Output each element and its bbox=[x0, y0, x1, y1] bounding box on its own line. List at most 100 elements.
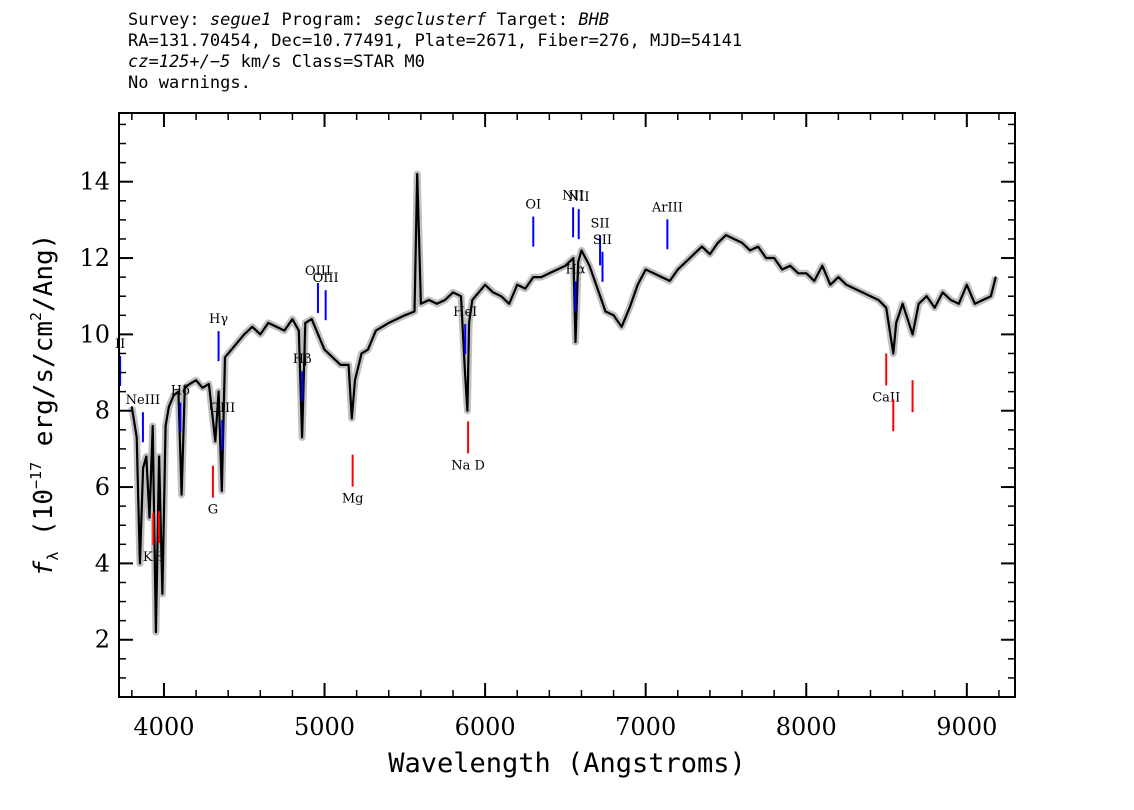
flux-point bbox=[974, 302, 976, 305]
emission-label: SII bbox=[593, 233, 612, 248]
flux-point bbox=[283, 329, 286, 332]
flux-point bbox=[508, 302, 511, 305]
y-tick-label: 12 bbox=[79, 244, 110, 272]
x-axis-label: Wavelength (Angstroms) bbox=[388, 748, 746, 779]
flux-point bbox=[183, 386, 186, 389]
flux-point bbox=[845, 283, 848, 286]
target-value: BHB bbox=[578, 10, 610, 30]
y-tick-label: 14 bbox=[79, 168, 110, 196]
flux-point bbox=[310, 318, 313, 320]
x-tick-label: 5000 bbox=[294, 713, 355, 741]
header-line-redshift: cz=125+/−5 km/s Class=STAR M0 bbox=[128, 52, 928, 73]
absorption-label: KH bbox=[143, 550, 164, 565]
flux-point bbox=[813, 280, 816, 282]
emission-label: HeI bbox=[453, 305, 477, 320]
flux-point bbox=[524, 287, 527, 290]
flux-point bbox=[892, 352, 895, 355]
flux-point bbox=[304, 322, 307, 324]
flux-point bbox=[596, 287, 599, 290]
emission-label: ArIII bbox=[651, 200, 683, 215]
x-tick-label: 9000 bbox=[936, 713, 997, 741]
x-tick-label: 6000 bbox=[455, 713, 516, 741]
flux-point bbox=[201, 386, 204, 389]
noise-band bbox=[128, 170, 1000, 636]
flux-point bbox=[158, 455, 161, 458]
y-tick-label: 2 bbox=[95, 626, 110, 654]
flux-point bbox=[214, 440, 217, 443]
y-tick-label: 6 bbox=[95, 473, 110, 501]
flux-point bbox=[604, 310, 607, 313]
flux-point bbox=[676, 268, 679, 271]
flux-point bbox=[217, 390, 220, 393]
flux-point bbox=[275, 325, 278, 328]
flux-point bbox=[709, 253, 711, 256]
emission-label: SII bbox=[590, 216, 609, 231]
flux-point bbox=[717, 241, 719, 244]
flux-point bbox=[413, 310, 416, 313]
flux-point bbox=[877, 299, 880, 301]
flux-point bbox=[701, 245, 703, 248]
program-value: segclusterf bbox=[373, 10, 487, 30]
flux-point bbox=[805, 272, 808, 275]
x-tick-label: 8000 bbox=[776, 713, 837, 741]
x-tick-label: 4000 bbox=[133, 713, 194, 741]
flux-point bbox=[837, 276, 840, 278]
flux-point bbox=[548, 272, 551, 275]
flux-point bbox=[572, 257, 575, 259]
flux-point bbox=[387, 322, 390, 324]
flux-point bbox=[468, 322, 470, 324]
flux-point bbox=[339, 364, 342, 366]
flux-point bbox=[588, 264, 591, 267]
spectrum-header: Survey: segue1 Program: segclusterf Targ… bbox=[128, 10, 928, 94]
flux-point bbox=[375, 329, 377, 332]
flux-point bbox=[477, 291, 480, 294]
flux-point bbox=[516, 283, 519, 286]
flux-point bbox=[471, 299, 474, 301]
flux-point bbox=[982, 299, 984, 301]
flux-point bbox=[142, 467, 145, 469]
flux-point bbox=[574, 341, 577, 343]
flux-point bbox=[167, 406, 170, 408]
flux-point bbox=[749, 249, 751, 252]
flux-point bbox=[556, 268, 559, 271]
emission-label: NII bbox=[568, 190, 590, 205]
flux-point bbox=[188, 383, 191, 385]
flux-point bbox=[789, 264, 792, 267]
flux-point bbox=[452, 291, 454, 294]
flux-point bbox=[636, 283, 639, 286]
emission-label: OIII bbox=[313, 271, 339, 286]
y-axis-label: fλ (10−17 erg/s/cm2/Ang) bbox=[27, 234, 62, 577]
flux-point bbox=[949, 299, 952, 301]
flux-point bbox=[911, 333, 914, 336]
x-tick-label: 7000 bbox=[615, 713, 676, 741]
emission-label: Hα bbox=[565, 262, 585, 277]
flux-point bbox=[693, 253, 695, 256]
flux-line bbox=[130, 173, 997, 634]
flux-point bbox=[220, 490, 223, 492]
flux-point bbox=[360, 352, 363, 355]
flux-point bbox=[180, 493, 183, 496]
flux-point bbox=[885, 306, 888, 309]
flux-point bbox=[994, 276, 997, 278]
flux-point bbox=[317, 333, 319, 336]
flux-point bbox=[652, 272, 655, 275]
axis-ticks: 4000 5000 6000 7000 8000 9000 2 4 6 8 10 12 14 bbox=[79, 113, 1015, 741]
flux-point bbox=[797, 272, 800, 275]
flux-point bbox=[895, 322, 898, 324]
y-tick-label: 10 bbox=[79, 320, 110, 348]
flux-point bbox=[331, 356, 334, 359]
y-tick-label: 4 bbox=[95, 549, 110, 577]
flux-point bbox=[395, 318, 398, 320]
emission-label: II bbox=[115, 337, 125, 352]
plot-frame bbox=[118, 112, 1016, 698]
flux-point bbox=[925, 295, 928, 298]
flux-point bbox=[259, 333, 262, 336]
flux-point bbox=[684, 261, 687, 263]
flux-point bbox=[243, 333, 246, 336]
emission-label: OI bbox=[525, 198, 541, 213]
flux-point bbox=[403, 314, 406, 317]
absorption-label: CaII bbox=[872, 390, 900, 405]
flux-point bbox=[821, 264, 824, 267]
flux-point bbox=[347, 364, 350, 366]
